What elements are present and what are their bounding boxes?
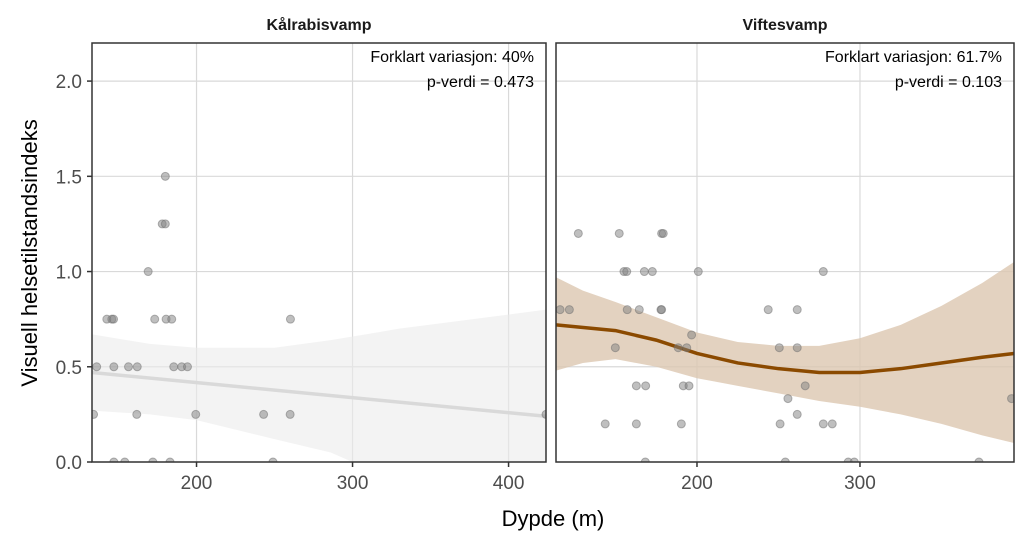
annotation-text: p-verdi = 0.473 (427, 74, 534, 91)
data-point (687, 330, 697, 340)
panel-border (91, 42, 547, 463)
panel-2: Viftesvamp Forklart variasjon: 61.7% p-ver… (555, 17, 1015, 494)
data-point (780, 457, 790, 462)
data-point (191, 409, 201, 419)
data-point (631, 381, 641, 391)
y-tick-label: 1.0 (56, 263, 82, 284)
confidence-band (556, 262, 1014, 443)
panel-border (555, 42, 1015, 463)
data-point (614, 228, 624, 238)
panel-title: Kålrabisvamp (267, 16, 372, 34)
annotation-text: p-verdi = 0.103 (895, 74, 1002, 91)
data-point (622, 267, 632, 277)
data-point (693, 267, 703, 277)
data-point (827, 419, 837, 429)
data-point (676, 419, 686, 429)
x-tick-label: 200 (681, 473, 713, 494)
x-tick-label: 300 (844, 473, 876, 494)
data-point (783, 394, 793, 404)
data-point (647, 267, 657, 277)
data-point (160, 219, 170, 229)
data-point (556, 305, 565, 315)
data-point (268, 457, 278, 462)
data-point (564, 305, 574, 315)
data-point (974, 457, 984, 462)
y-tick-label: 1.5 (56, 167, 82, 188)
data-point (285, 314, 295, 324)
data-point (132, 362, 142, 372)
data-point (160, 171, 170, 181)
plot-area (92, 171, 546, 462)
plot-area (556, 228, 1014, 462)
fit-line (556, 323, 1014, 375)
data-point (657, 305, 667, 315)
annotation-text: Forklart variasjon: 61.7% (825, 49, 1002, 66)
x-tick-label: 200 (181, 473, 213, 494)
data-point (849, 457, 859, 462)
y-tick-label: 0.0 (56, 453, 82, 474)
data-point (285, 409, 295, 419)
data-point (792, 305, 802, 315)
data-point (673, 343, 683, 353)
data-point (600, 419, 610, 429)
data-point (800, 381, 810, 391)
panel-title: Viftesvamp (742, 17, 827, 34)
data-point (148, 457, 158, 462)
data-point (641, 381, 651, 391)
y-tick-label: 0.5 (56, 358, 82, 379)
data-point (92, 409, 99, 419)
data-point (622, 305, 632, 315)
data-point (1007, 394, 1014, 404)
data-point (818, 419, 828, 429)
x-tick-label: 300 (337, 473, 369, 494)
data-point (132, 409, 142, 419)
panel-1: Kålrabisvamp Forklart variasjon: 40% p-ver… (56, 16, 547, 494)
data-point (92, 362, 102, 372)
data-point (541, 409, 546, 419)
y-axis-label: Visuell helsetilstandsindeks (17, 119, 42, 386)
x-axis-label: Dypde (m) (502, 506, 605, 531)
data-point (165, 457, 175, 462)
confidence-band (92, 309, 546, 462)
data-point (775, 419, 785, 429)
data-point (818, 267, 828, 277)
data-point (109, 362, 119, 372)
data-point (109, 457, 119, 462)
annotation-text: Forklart variasjon: 40% (370, 49, 534, 66)
data-point (167, 314, 177, 324)
data-point (684, 381, 694, 391)
data-point (182, 362, 192, 372)
data-point (573, 228, 583, 238)
y-tick-label: 2.0 (56, 72, 82, 93)
data-point (774, 343, 784, 353)
x-tick-label: 400 (493, 473, 525, 494)
data-point (792, 343, 802, 353)
data-point (792, 409, 802, 419)
data-point (682, 343, 692, 353)
data-point (120, 457, 130, 462)
data-point (109, 314, 119, 324)
data-point (658, 228, 668, 238)
data-point (631, 419, 641, 429)
data-point (150, 314, 160, 324)
data-point (169, 362, 179, 372)
data-point (610, 343, 620, 353)
data-point (143, 267, 153, 277)
data-point (763, 305, 773, 315)
data-point (124, 362, 134, 372)
data-point (639, 267, 649, 277)
data-point (634, 305, 644, 315)
fit-line (92, 370, 546, 419)
data-point (259, 409, 269, 419)
data-point (640, 457, 650, 462)
